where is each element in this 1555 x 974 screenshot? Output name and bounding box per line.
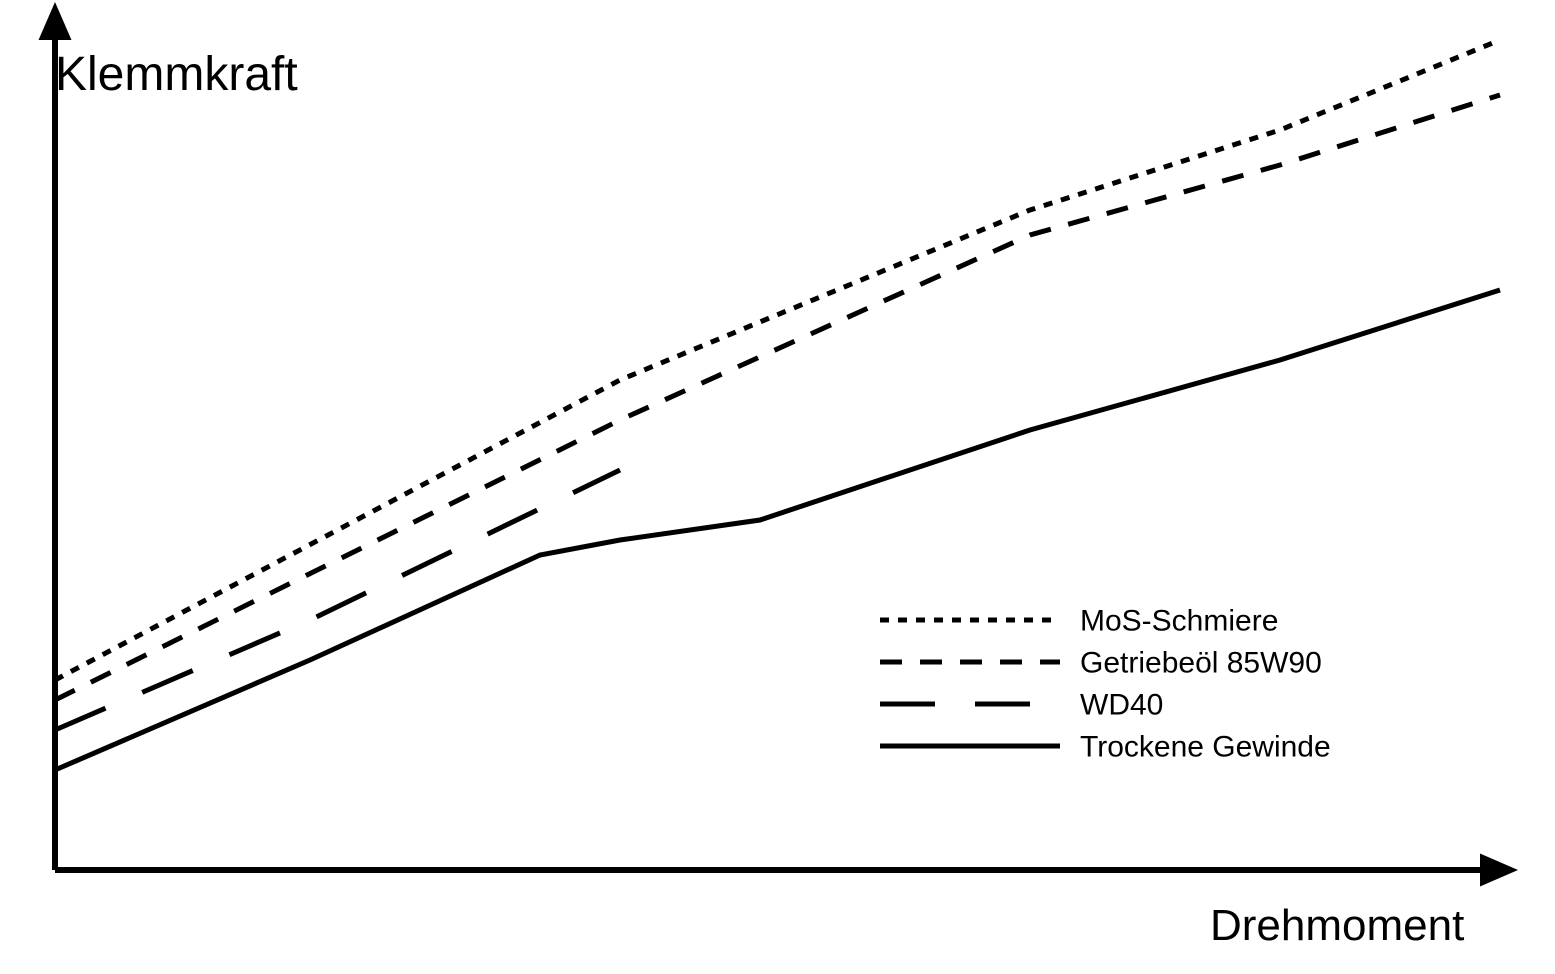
x-axis-label: Drehmoment xyxy=(1210,901,1464,950)
legend-label-3: Trockene Gewinde xyxy=(1080,731,1331,764)
y-axis-label: Klemmkraft xyxy=(55,48,298,101)
legend-label-2: WD40 xyxy=(1080,689,1163,722)
chart-container: Klemmkraft Drehmoment MoS-Schmiere Getriebe… xyxy=(0,0,1555,974)
legend-label-1: Getriebeöl 85W90 xyxy=(1080,647,1322,680)
legend-label-0: MoS-Schmiere xyxy=(1080,605,1278,638)
chart-svg: Klemmkraft Drehmoment MoS-Schmiere Getriebe… xyxy=(0,0,1555,974)
chart-background xyxy=(0,0,1555,974)
